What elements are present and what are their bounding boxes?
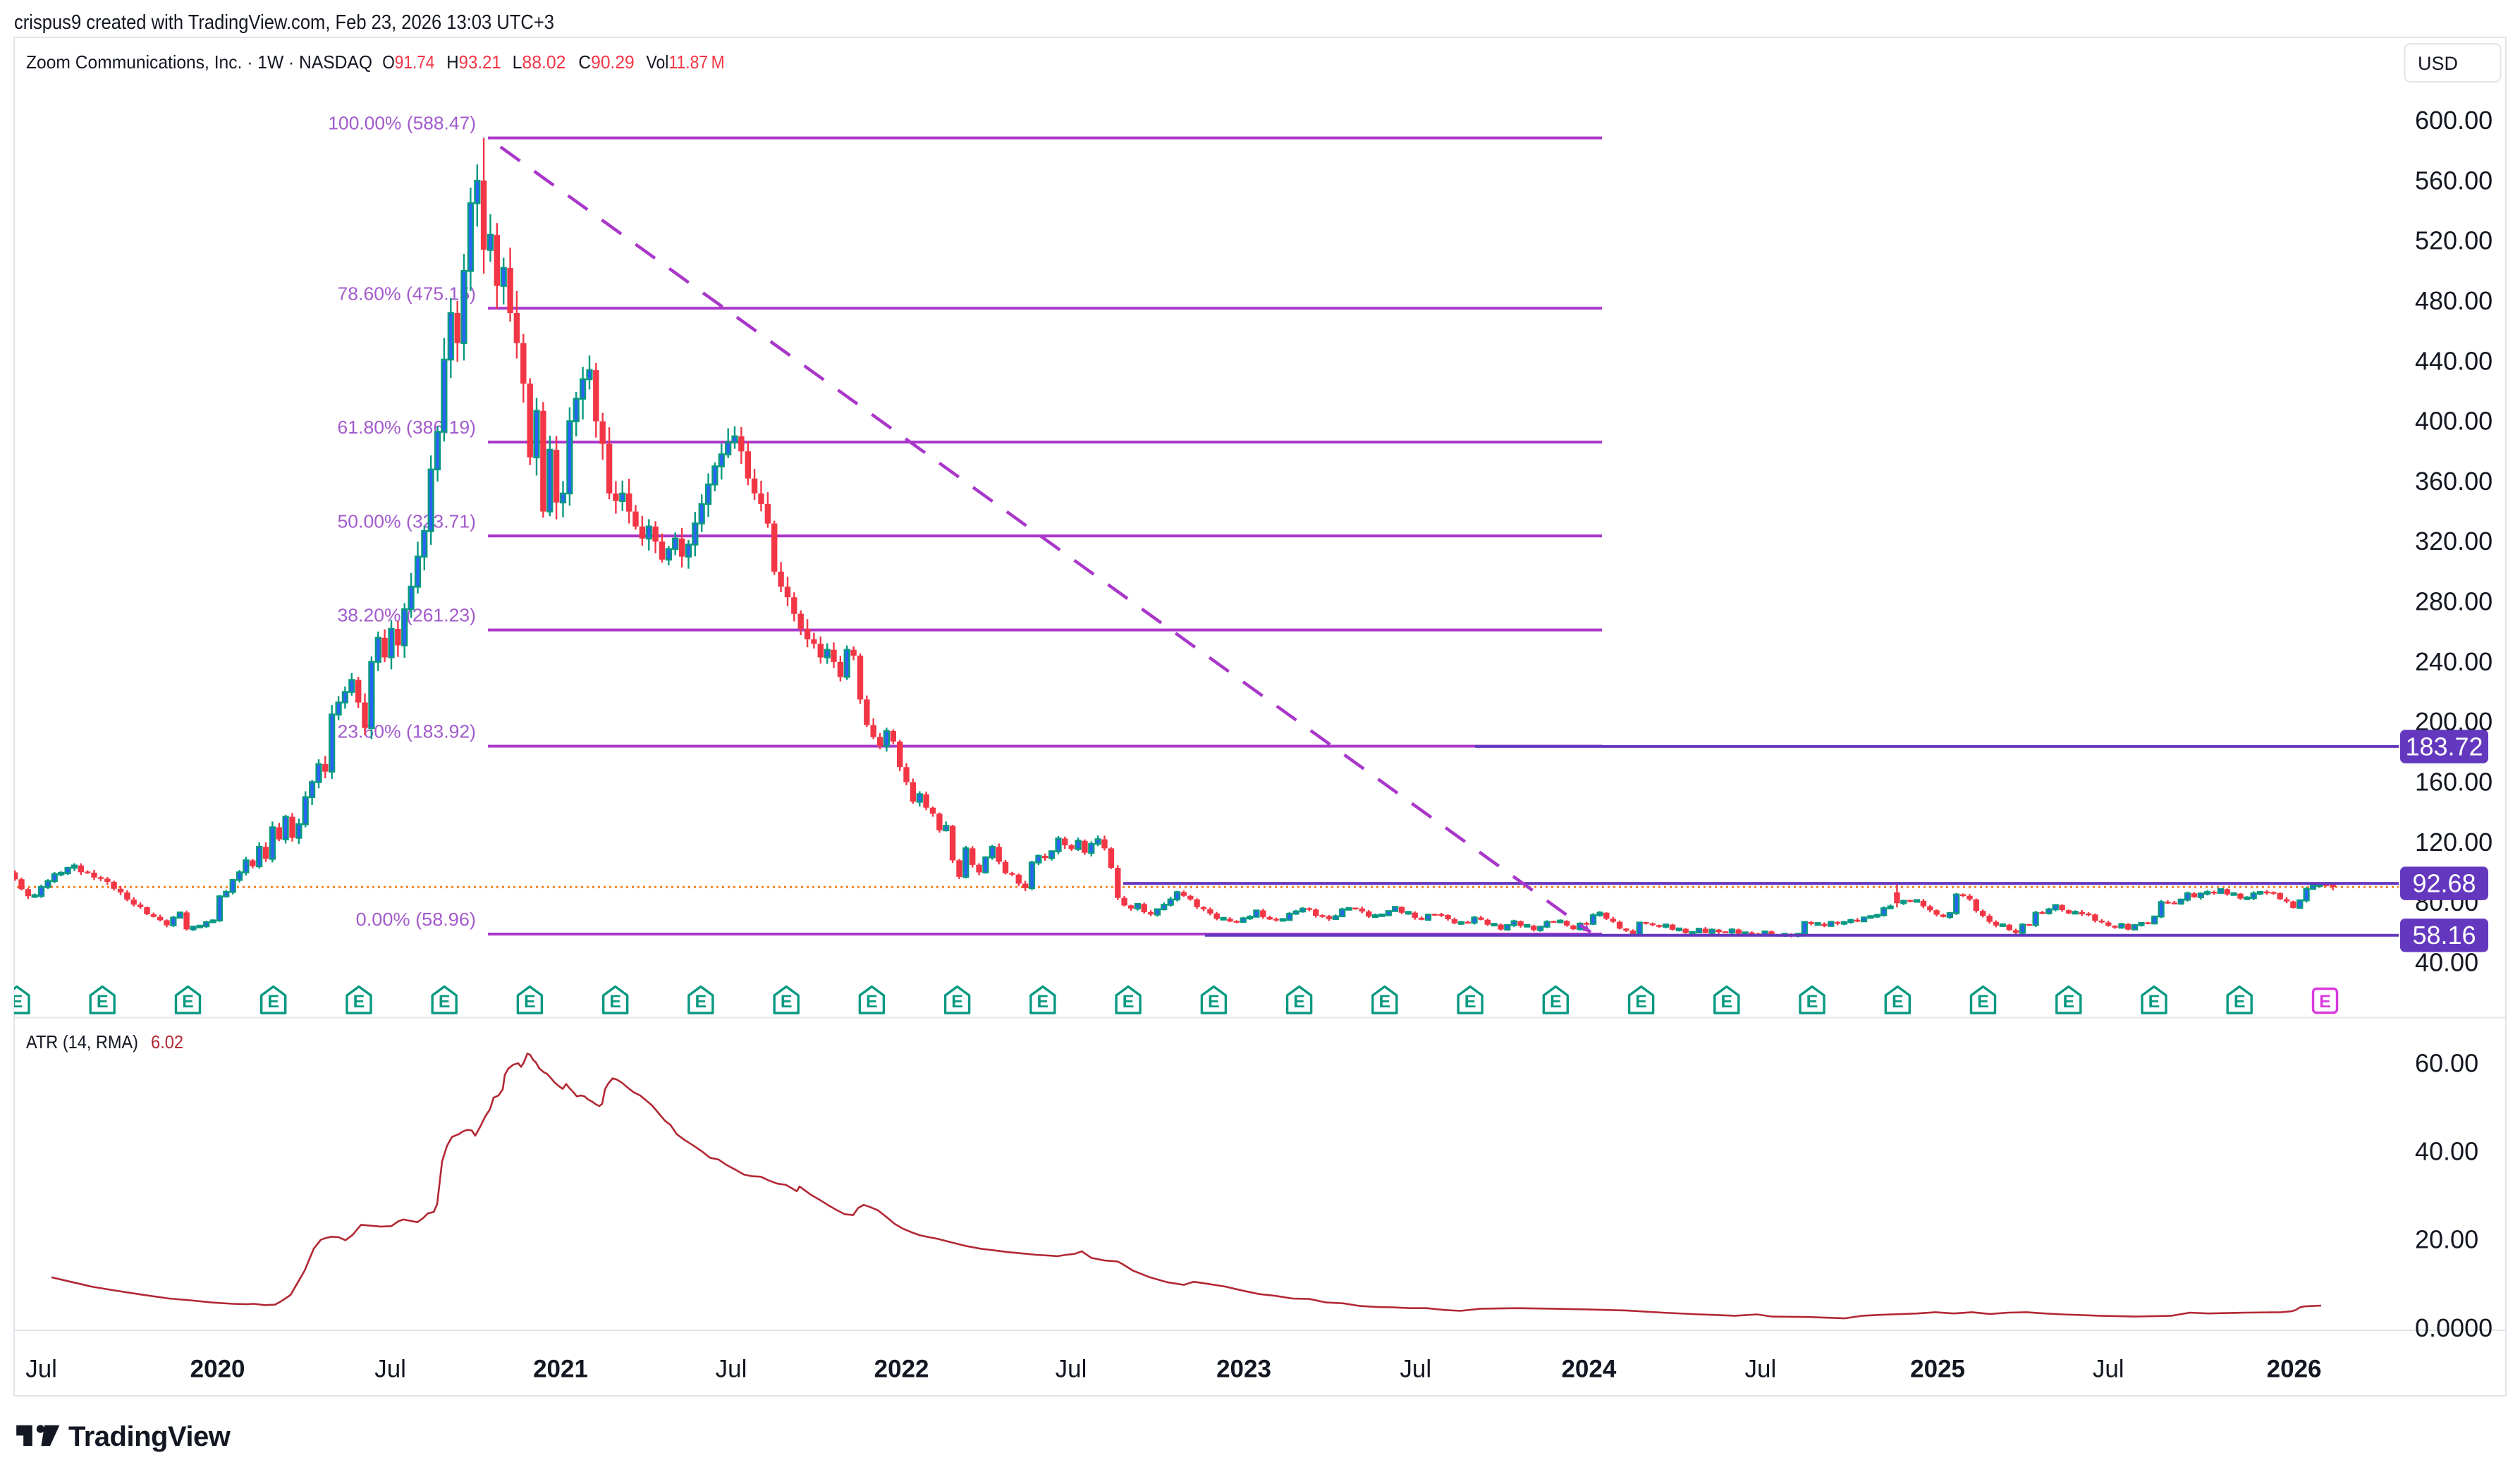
svg-text:2024: 2024 [1561,1356,1616,1383]
svg-text:Jul: Jul [716,1356,747,1383]
svg-text:E: E [1123,992,1134,1012]
svg-text:O91.74: O91.74 [382,51,434,73]
svg-text:Jul: Jul [25,1356,57,1383]
svg-text:E: E [1293,992,1305,1012]
svg-text:2026: 2026 [2267,1356,2322,1383]
svg-text:E: E [182,992,194,1012]
svg-text:E: E [866,992,878,1012]
svg-text:23.60% (183.92): 23.60% (183.92) [338,721,477,742]
svg-text:E: E [11,992,23,1012]
svg-text:120.00: 120.00 [2415,828,2493,857]
svg-text:2022: 2022 [874,1356,929,1383]
svg-text:0.00% (58.96): 0.00% (58.96) [356,909,476,930]
svg-text:ATR (14, RMA): ATR (14, RMA) [26,1031,138,1053]
svg-text:H93.21: H93.21 [446,51,501,73]
svg-text:480.00: 480.00 [2415,286,2493,315]
svg-text:E: E [2234,992,2246,1012]
svg-text:E: E [1037,992,1049,1012]
svg-text:E: E [1635,992,1647,1012]
svg-text:Jul: Jul [1400,1356,1431,1383]
svg-text:400.00: 400.00 [2415,407,2493,436]
svg-text:E: E [1806,992,1818,1012]
svg-text:E: E [1977,992,1989,1012]
svg-text:Jul: Jul [1056,1356,1087,1383]
svg-text:L88.02: L88.02 [513,51,566,73]
svg-text:320.00: 320.00 [2415,527,2493,556]
svg-text:E: E [1550,992,1562,1012]
svg-text:E: E [1892,992,1904,1012]
svg-text:0.0000: 0.0000 [2415,1313,2493,1342]
svg-text:C90.29: C90.29 [578,51,634,73]
svg-text:60.00: 60.00 [2415,1048,2478,1077]
svg-text:Zoom Communications, Inc. · 1W: Zoom Communications, Inc. · 1W · NASDAQ [26,51,372,73]
svg-text:280.00: 280.00 [2415,587,2493,616]
svg-text:USD: USD [2418,53,2458,74]
svg-text:E: E [2148,992,2160,1012]
svg-text:183.72: 183.72 [2405,732,2483,761]
svg-text:crispus9 created with TradingV: crispus9 created with TradingView.com, F… [14,11,554,34]
svg-text:E: E [951,992,963,1012]
svg-text:Jul: Jul [374,1356,406,1383]
svg-text:2020: 2020 [190,1356,245,1383]
svg-text:58.16: 58.16 [2412,921,2476,950]
svg-text:40.00: 40.00 [2415,948,2478,977]
svg-text:100.00% (588.47): 100.00% (588.47) [328,113,476,134]
svg-text:240.00: 240.00 [2415,647,2493,676]
svg-text:520.00: 520.00 [2415,226,2493,255]
svg-text:E: E [1720,992,1732,1012]
svg-text:2025: 2025 [1910,1356,1965,1383]
svg-text:78.60% (475.15): 78.60% (475.15) [338,283,477,304]
svg-text:E: E [353,992,365,1012]
svg-text:E: E [2062,992,2074,1012]
svg-text:2023: 2023 [1216,1356,1271,1383]
svg-text:Jul: Jul [1745,1356,1777,1383]
svg-text:600.00: 600.00 [2415,106,2493,135]
svg-text:E: E [609,992,621,1012]
svg-text:Jul: Jul [2093,1356,2124,1383]
svg-text:20.00: 20.00 [2415,1225,2478,1254]
svg-text:E: E [267,992,279,1012]
svg-text:2021: 2021 [533,1356,588,1383]
svg-text:61.80% (386.19): 61.80% (386.19) [338,417,477,438]
svg-text:TradingView: TradingView [68,1421,231,1452]
svg-text:E: E [524,992,536,1012]
svg-text:360.00: 360.00 [2415,467,2493,496]
svg-text:6.02: 6.02 [151,1031,183,1053]
svg-text:E: E [97,992,109,1012]
svg-text:Vol11.87 M: Vol11.87 M [647,51,725,73]
svg-text:40.00: 40.00 [2415,1137,2478,1166]
svg-text:160.00: 160.00 [2415,768,2493,797]
svg-text:E: E [695,992,707,1012]
svg-text:E: E [781,992,793,1012]
svg-text:E: E [2319,992,2331,1012]
svg-text:E: E [1464,992,1476,1012]
svg-text:560.00: 560.00 [2415,166,2493,195]
svg-text:E: E [1378,992,1390,1012]
svg-text:50.00% (323.71): 50.00% (323.71) [338,510,477,532]
svg-text:E: E [1208,992,1220,1012]
svg-text:440.00: 440.00 [2415,346,2493,375]
svg-text:92.68: 92.68 [2412,869,2476,898]
svg-text:E: E [439,992,451,1012]
